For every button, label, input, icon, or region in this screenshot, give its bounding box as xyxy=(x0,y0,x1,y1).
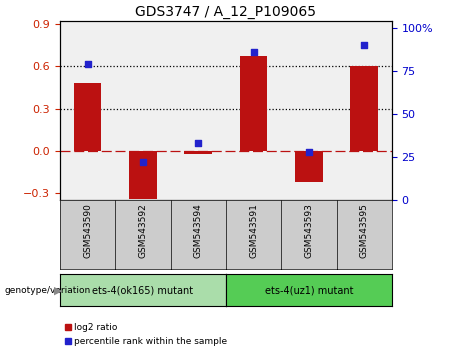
Text: GSM543590: GSM543590 xyxy=(83,204,92,258)
Text: ▶: ▶ xyxy=(54,285,62,295)
Text: genotype/variation: genotype/variation xyxy=(5,286,91,295)
Bar xyxy=(184,151,212,154)
Text: GSM543594: GSM543594 xyxy=(194,204,203,258)
Text: ets-4(ok165) mutant: ets-4(ok165) mutant xyxy=(92,285,194,295)
Text: GSM543595: GSM543595 xyxy=(360,204,369,258)
Point xyxy=(195,141,202,146)
Legend: log2 ratio, percentile rank within the sample: log2 ratio, percentile rank within the s… xyxy=(65,324,227,346)
Text: GSM543592: GSM543592 xyxy=(138,204,148,258)
Bar xyxy=(350,66,378,151)
Bar xyxy=(129,151,157,199)
Text: GSM543593: GSM543593 xyxy=(304,204,313,258)
Bar xyxy=(74,83,101,151)
Bar xyxy=(240,56,267,151)
Point xyxy=(84,61,91,67)
Text: GSM543591: GSM543591 xyxy=(249,204,258,258)
Point xyxy=(139,159,147,165)
Title: GDS3747 / A_12_P109065: GDS3747 / A_12_P109065 xyxy=(136,5,316,19)
Text: ets-4(uz1) mutant: ets-4(uz1) mutant xyxy=(265,285,353,295)
Point xyxy=(305,149,313,155)
Point xyxy=(361,42,368,48)
Point xyxy=(250,49,257,55)
Bar xyxy=(295,151,323,182)
